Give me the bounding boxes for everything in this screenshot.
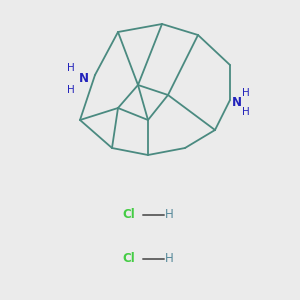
Text: H: H [67,85,74,95]
Text: N: N [79,71,89,85]
Text: H: H [242,107,250,117]
Text: H: H [67,63,74,73]
Text: Cl: Cl [123,252,135,265]
Text: H: H [165,252,174,265]
Text: Cl: Cl [123,208,135,221]
Text: H: H [165,208,174,221]
Text: H: H [242,88,250,98]
Text: N: N [232,95,242,109]
